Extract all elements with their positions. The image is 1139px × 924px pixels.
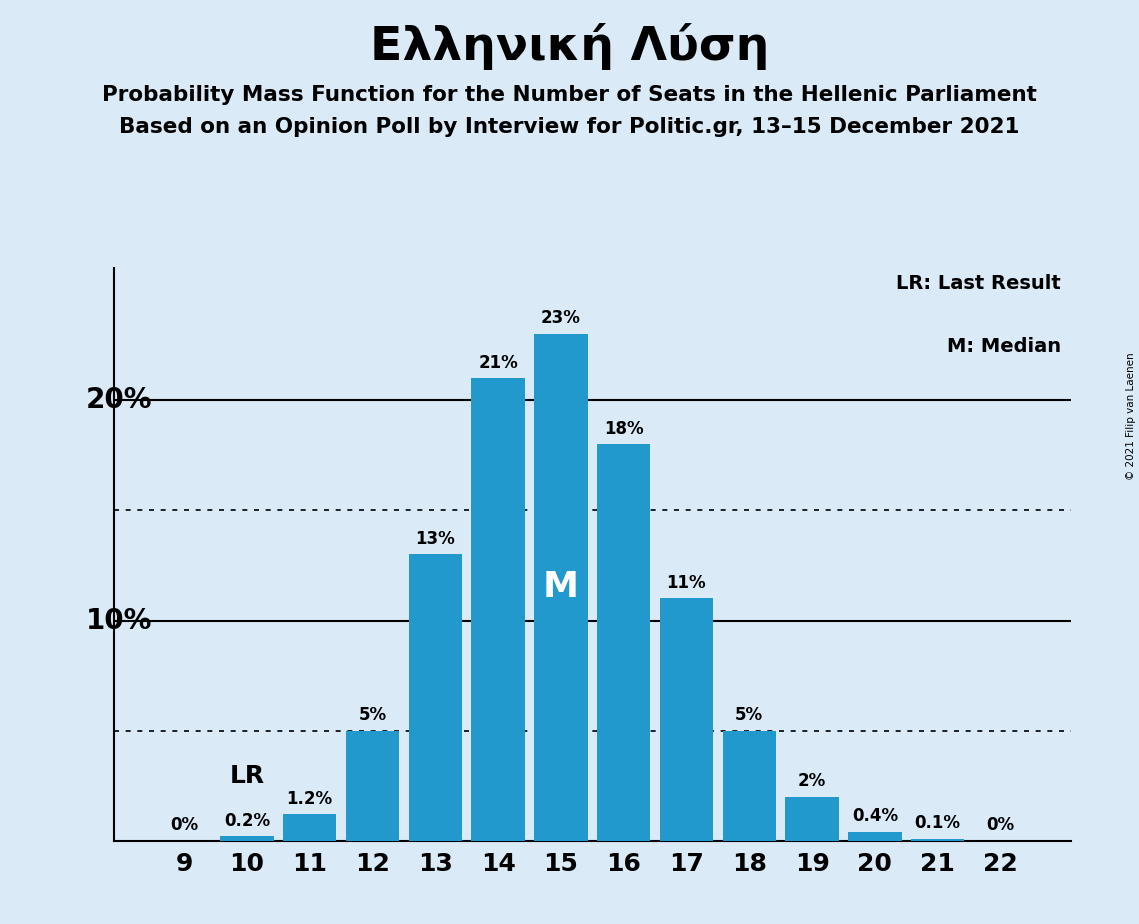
Text: 0.1%: 0.1%	[915, 814, 960, 832]
Text: LR: Last Result: LR: Last Result	[896, 274, 1062, 293]
Text: 20%: 20%	[87, 386, 153, 414]
Text: 5%: 5%	[359, 706, 386, 724]
Text: 10%: 10%	[87, 606, 153, 635]
Text: M: Median: M: Median	[947, 336, 1062, 356]
Bar	[472, 378, 525, 841]
Text: 21%: 21%	[478, 354, 518, 371]
Text: 2%: 2%	[798, 772, 826, 790]
Text: 18%: 18%	[604, 419, 644, 438]
Text: 23%: 23%	[541, 310, 581, 327]
Bar	[849, 832, 902, 841]
Bar	[659, 599, 713, 841]
Text: Probability Mass Function for the Number of Seats in the Hellenic Parliament: Probability Mass Function for the Number…	[103, 85, 1036, 105]
Bar	[282, 814, 336, 841]
Bar	[534, 334, 588, 841]
Text: 0%: 0%	[986, 816, 1015, 834]
Text: 5%: 5%	[735, 706, 763, 724]
Text: © 2021 Filip van Laenen: © 2021 Filip van Laenen	[1126, 352, 1136, 480]
Bar	[597, 444, 650, 841]
Bar	[220, 836, 273, 841]
Text: 11%: 11%	[666, 574, 706, 592]
Bar	[346, 731, 399, 841]
Text: 1.2%: 1.2%	[287, 790, 333, 808]
Bar	[786, 796, 838, 841]
Bar	[409, 554, 462, 841]
Text: 0.2%: 0.2%	[224, 812, 270, 830]
Text: LR: LR	[229, 764, 264, 788]
Text: Based on an Opinion Poll by Interview for Politic.gr, 13–15 December 2021: Based on an Opinion Poll by Interview fo…	[120, 117, 1019, 138]
Text: 0%: 0%	[170, 816, 198, 834]
Text: Ελληνική Λύση: Ελληνική Λύση	[370, 23, 769, 70]
Text: 0.4%: 0.4%	[852, 808, 898, 825]
Bar	[911, 839, 965, 841]
Text: M: M	[543, 570, 579, 604]
Bar	[722, 731, 776, 841]
Text: 13%: 13%	[416, 529, 456, 548]
